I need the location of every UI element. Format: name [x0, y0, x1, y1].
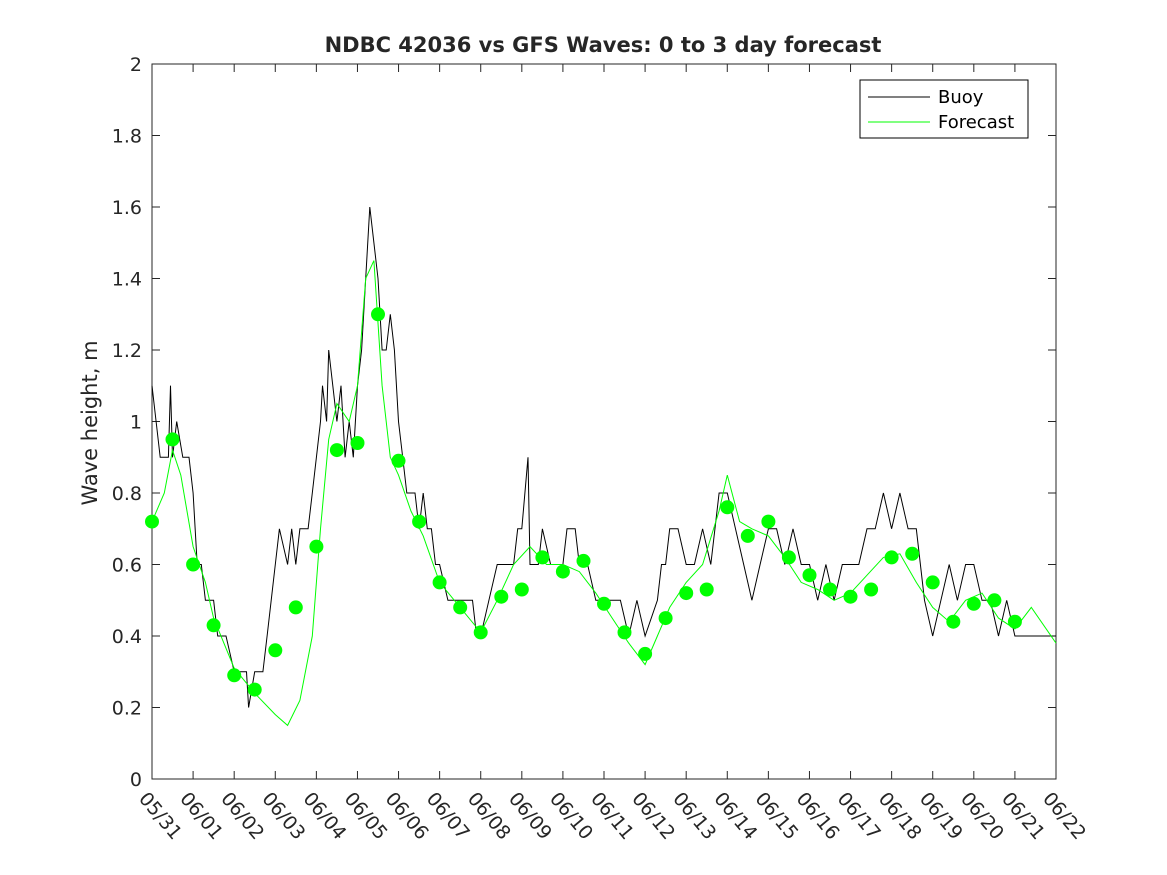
legend-label-buoy: Buoy	[938, 87, 984, 108]
forecast-marker	[905, 546, 920, 561]
forecast-marker	[165, 432, 180, 447]
forecast-marker	[555, 564, 570, 579]
forecast-marker	[658, 611, 673, 626]
forecast-marker	[453, 600, 468, 615]
y-tick-label: 1.4	[112, 269, 142, 291]
legend: Buoy Forecast	[859, 79, 1029, 139]
legend-box	[859, 79, 1029, 139]
forecast-marker	[864, 582, 879, 597]
y-tick-label: 1.8	[112, 126, 142, 148]
y-tick-label: 0.6	[112, 555, 142, 577]
forecast-marker	[761, 514, 776, 529]
y-tick-label: 1.2	[112, 340, 142, 362]
forecast-marker	[288, 600, 303, 615]
forecast-marker	[186, 557, 201, 572]
forecast-marker	[720, 500, 735, 515]
forecast-marker	[987, 593, 1002, 608]
forecast-marker	[350, 436, 365, 450]
forecast-marker	[925, 575, 940, 590]
y-tick-label: 0	[130, 769, 142, 791]
forecast-marker	[371, 307, 385, 322]
forecast-marker	[432, 575, 447, 590]
forecast-marker	[576, 553, 591, 568]
forecast-marker	[884, 550, 899, 565]
forecast-marker	[391, 453, 406, 468]
forecast-marker	[946, 614, 961, 629]
series-line-buoy	[151, 206, 1056, 708]
forecast-marker	[843, 589, 858, 604]
forecast-marker	[966, 596, 981, 611]
forecast-marker	[638, 646, 653, 661]
forecast-marker	[617, 625, 632, 640]
y-tick-label: 0.2	[112, 698, 142, 720]
forecast-marker	[740, 528, 755, 543]
forecast-marker	[802, 568, 817, 583]
forecast-marker	[535, 550, 550, 565]
forecast-marker	[823, 582, 837, 597]
forecast-marker	[145, 514, 159, 529]
y-tick-label: 0.4	[112, 626, 142, 648]
forecast-marker	[247, 682, 262, 697]
forecast-marker	[412, 514, 427, 529]
legend-label-forecast: Forecast	[938, 112, 1014, 133]
y-tick-label: 0.8	[112, 483, 142, 505]
forecast-marker	[514, 582, 529, 597]
forecast-marker	[268, 643, 283, 658]
y-tick-label: 1.6	[112, 197, 142, 219]
y-tick-label: 1	[130, 412, 142, 434]
forecast-marker	[309, 539, 324, 554]
forecast-marker	[473, 625, 488, 640]
series-line-forecast	[151, 260, 1057, 727]
forecast-marker	[227, 668, 242, 683]
y-tick-label: 2	[130, 54, 142, 76]
forecast-marker	[1007, 614, 1022, 629]
forecast-marker	[781, 550, 796, 565]
forecast-marker	[699, 582, 714, 597]
forecast-marker	[494, 589, 509, 604]
forecast-marker	[329, 443, 344, 458]
forecast-marker	[679, 586, 694, 601]
y-axis-label: Wave height, m	[78, 340, 102, 505]
forecast-marker	[206, 618, 221, 633]
chart-title: NDBC 42036 vs GFS Waves: 0 to 3 day fore…	[325, 33, 882, 57]
forecast-marker	[597, 596, 611, 611]
